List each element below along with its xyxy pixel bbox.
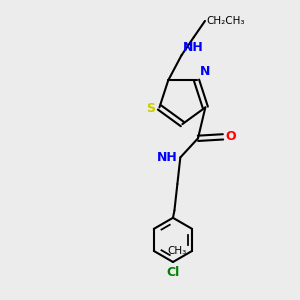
Text: NH: NH — [183, 41, 204, 54]
Text: Cl: Cl — [166, 266, 180, 279]
Text: CH₃: CH₃ — [167, 246, 187, 256]
Text: NH: NH — [157, 151, 178, 164]
Text: O: O — [225, 130, 236, 143]
Text: N: N — [200, 65, 210, 78]
Text: S: S — [146, 102, 155, 116]
Text: CH₂CH₃: CH₂CH₃ — [206, 16, 245, 26]
